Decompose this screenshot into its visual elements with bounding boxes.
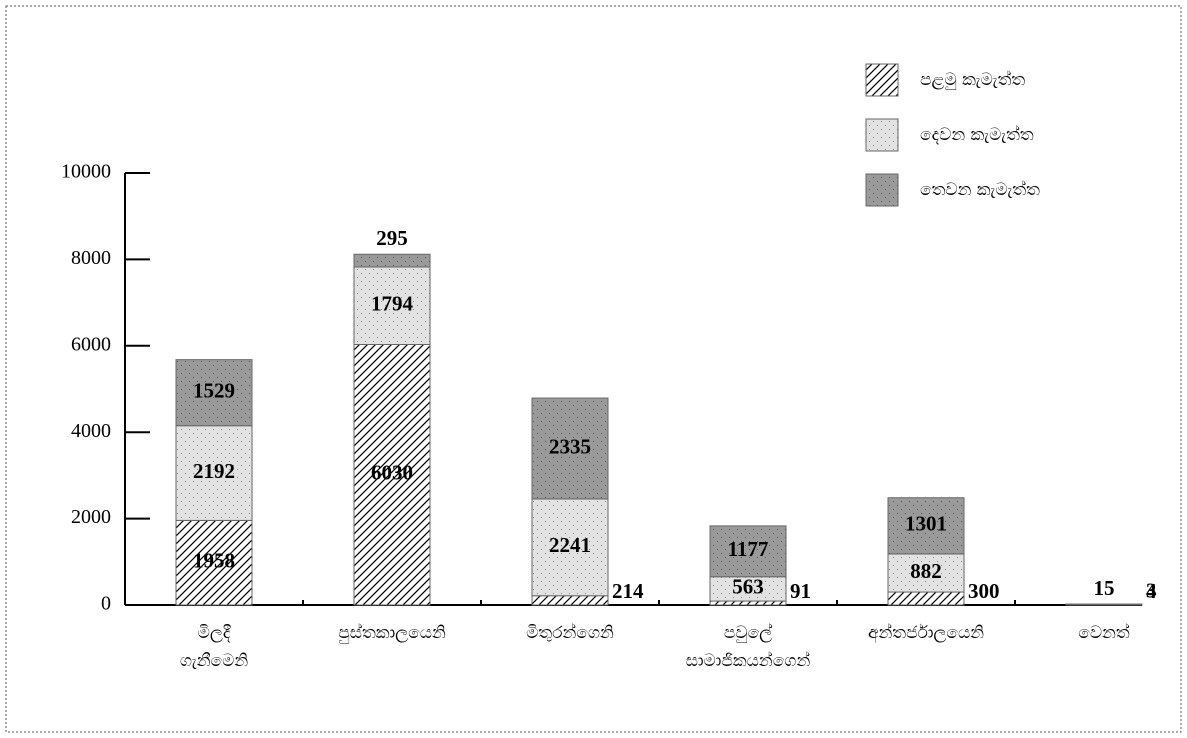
frame	[5, 5, 1182, 733]
value-label: 214	[612, 579, 644, 603]
value-label: 2335	[549, 434, 591, 458]
value-label: 300	[968, 579, 1000, 603]
legend-swatch	[865, 63, 899, 97]
bar-segment	[175, 425, 253, 521]
legend-label: තෙවන කැමැත්ත	[920, 180, 1040, 200]
legend-swatch	[865, 118, 899, 152]
value-label: 1529	[193, 379, 235, 403]
value-label: 2241	[549, 533, 591, 557]
value-label: 2192	[193, 459, 235, 483]
value-label: 4	[1146, 579, 1157, 603]
x-tick-label: පුස්තකාලයෙනි	[338, 623, 446, 643]
value-label: 91	[790, 579, 811, 603]
y-tick-label: 10000	[61, 161, 111, 183]
y-tick-label: 8000	[71, 247, 111, 269]
y-tick-label: 6000	[71, 333, 111, 355]
y-tick-label: 2000	[71, 506, 111, 528]
bar-segment	[531, 595, 609, 606]
legend-swatch	[865, 173, 899, 207]
bar-segment	[709, 525, 787, 578]
value-label: 3	[1146, 579, 1157, 603]
bar-segment	[887, 497, 965, 555]
bar-segment	[353, 266, 431, 346]
value-label: 1794	[371, 292, 414, 316]
value-label: 295	[376, 226, 408, 250]
x-tick-label: පවුලේ සාමාජිකයන්ගෙන්	[686, 623, 811, 671]
bar-segment	[531, 397, 609, 500]
bar-segment	[175, 359, 253, 427]
value-label: 563	[732, 575, 764, 599]
bar-segment	[709, 600, 787, 606]
bar-segment	[531, 498, 609, 597]
legend-label: පළමු කැමැත්ත	[920, 70, 1025, 90]
bar-segment	[353, 253, 431, 268]
bar-segment	[1065, 603, 1143, 606]
value-label: 15	[1094, 576, 1115, 600]
y-tick-label: 0	[101, 593, 111, 615]
value-label: 882	[910, 559, 942, 583]
y-tick-label: 4000	[71, 420, 111, 442]
bar-segment	[887, 591, 965, 606]
value-label: 1301	[905, 512, 947, 536]
value-label: 1958	[193, 549, 235, 573]
value-label: 1177	[728, 537, 769, 561]
x-tick-label: අන්තර්ජාලයෙනි	[868, 623, 984, 644]
bar-segment	[353, 344, 431, 606]
x-tick-label: මිතුරන්ගෙනි	[526, 623, 614, 643]
legend-label: දෙවන කැමැත්ත	[920, 125, 1034, 145]
bar-segment	[887, 553, 965, 593]
value-label: 6030	[371, 461, 413, 485]
x-tick-label: මිලදී ගැනීමෙනි	[180, 623, 249, 671]
x-tick-label: වෙනත්	[1078, 623, 1130, 643]
